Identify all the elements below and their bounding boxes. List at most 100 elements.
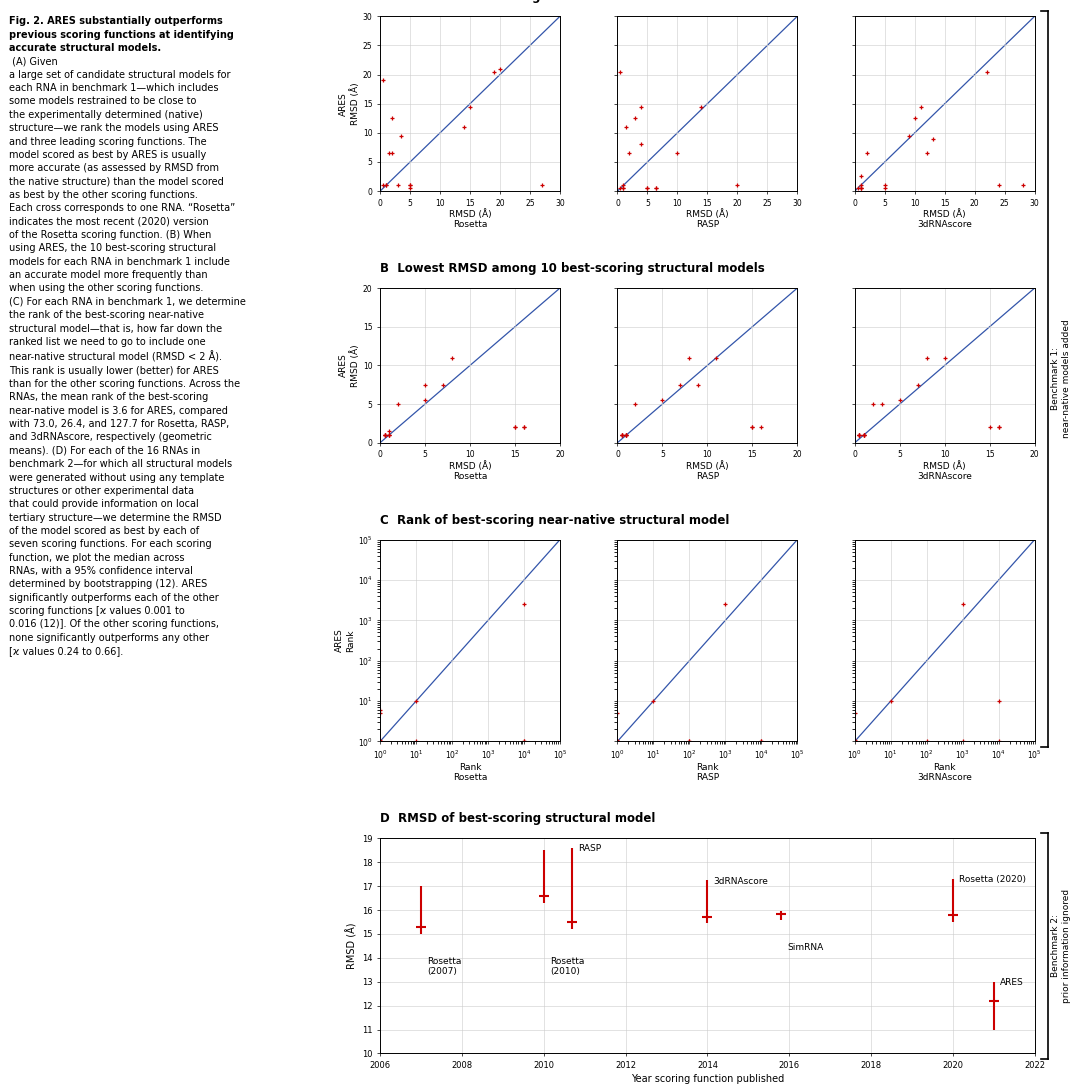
Point <box>372 705 389 722</box>
Point <box>372 733 389 750</box>
Point <box>380 422 397 440</box>
Point <box>372 733 389 750</box>
Point <box>372 733 389 750</box>
Point <box>613 426 631 443</box>
Point <box>375 177 392 194</box>
Text: Fig. 2. ARES substantially outperforms
previous scoring functions at identifying: Fig. 2. ARES substantially outperforms p… <box>9 16 233 53</box>
Point <box>990 177 1008 194</box>
Point <box>402 177 419 194</box>
Point <box>852 179 869 197</box>
Point <box>744 418 761 435</box>
Text: RASP: RASP <box>579 844 602 854</box>
Point <box>407 733 424 750</box>
Point <box>900 127 917 144</box>
Point <box>491 60 509 77</box>
Text: ARES: ARES <box>1000 978 1024 987</box>
Point <box>626 110 644 127</box>
Point <box>936 349 954 366</box>
X-axis label: Rank
3dRNAscore: Rank 3dRNAscore <box>917 762 972 782</box>
Point <box>851 426 868 443</box>
Point <box>376 426 393 443</box>
Point <box>633 98 650 115</box>
Point <box>847 733 864 750</box>
Point <box>515 733 532 750</box>
Point <box>515 595 532 613</box>
Point <box>380 144 397 162</box>
Point <box>690 376 707 393</box>
Text: Rosetta
(2007): Rosetta (2007) <box>428 957 461 976</box>
Point <box>852 168 869 186</box>
Point <box>376 426 393 443</box>
Point <box>618 426 635 443</box>
Point <box>613 426 631 443</box>
X-axis label: Rank
Rosetta: Rank Rosetta <box>453 762 487 782</box>
Point <box>847 733 864 750</box>
Text: 3dRNAscore: 3dRNAscore <box>714 876 768 885</box>
Point <box>515 418 532 435</box>
Y-axis label: ARES
Rank: ARES Rank <box>335 629 355 653</box>
Point <box>621 144 638 162</box>
Point <box>390 395 407 413</box>
Point <box>372 733 389 750</box>
Point <box>692 98 710 115</box>
Point <box>372 702 389 719</box>
Point <box>753 733 770 750</box>
X-axis label: RMSD (Å)
RASP: RMSD (Å) RASP <box>686 210 729 229</box>
Point <box>852 177 869 194</box>
Text: Benchmark 2:
prior information ignored: Benchmark 2: prior information ignored <box>1051 888 1070 1003</box>
Point <box>613 426 631 443</box>
Text: D  RMSD of best-scoring structural model: D RMSD of best-scoring structural model <box>380 812 656 825</box>
Point <box>873 395 890 413</box>
Point <box>613 426 631 443</box>
Point <box>390 177 407 194</box>
Point <box>990 418 1008 435</box>
Point <box>849 179 866 197</box>
Point <box>609 705 626 722</box>
Point <box>851 426 868 443</box>
Point <box>417 376 434 393</box>
Point <box>507 418 524 435</box>
Point <box>978 63 996 80</box>
Point <box>648 179 665 197</box>
Point <box>913 98 930 115</box>
Point <box>855 426 873 443</box>
Point <box>717 595 734 613</box>
Point <box>707 349 725 366</box>
Point <box>918 144 935 162</box>
Point <box>847 733 864 750</box>
Point <box>639 179 657 197</box>
Point <box>615 179 632 197</box>
X-axis label: RMSD (Å)
RASP: RMSD (Å) RASP <box>686 460 729 481</box>
X-axis label: Year scoring function published: Year scoring function published <box>631 1074 784 1084</box>
Y-axis label: RMSD (Å): RMSD (Å) <box>347 923 357 969</box>
Point <box>672 376 689 393</box>
Point <box>407 692 424 709</box>
Point <box>954 733 971 750</box>
Point <box>990 418 1008 435</box>
Text: Rosetta
(2010): Rosetta (2010) <box>550 957 584 976</box>
Point <box>612 179 630 197</box>
Point <box>515 733 532 750</box>
Point <box>680 733 698 750</box>
X-axis label: RMSD (Å)
3dRNAscore: RMSD (Å) 3dRNAscore <box>917 210 972 229</box>
X-axis label: Rank
RASP: Rank RASP <box>696 762 719 782</box>
Point <box>609 733 626 750</box>
Point <box>669 144 686 162</box>
Point <box>882 692 900 709</box>
Point <box>990 733 1008 750</box>
Point <box>383 144 401 162</box>
Y-axis label: ARES
RMSD (Å): ARES RMSD (Å) <box>339 83 360 125</box>
Point <box>618 426 635 443</box>
Text: (A) Given
a large set of candidate structural models for
each RNA in benchmark 1: (A) Given a large set of candidate struc… <box>9 16 245 656</box>
Text: A  RMSD of best-scoring structural model: A RMSD of best-scoring structural model <box>380 0 654 3</box>
Point <box>618 426 635 443</box>
Text: B  Lowest RMSD among 10 best-scoring structural models: B Lowest RMSD among 10 best-scoring stru… <box>380 262 765 275</box>
Point <box>375 72 392 89</box>
Point <box>609 733 626 750</box>
Point <box>680 349 698 366</box>
Point <box>645 692 662 709</box>
Point <box>847 733 864 750</box>
Point <box>909 376 927 393</box>
Point <box>515 418 532 435</box>
Point <box>847 705 864 722</box>
